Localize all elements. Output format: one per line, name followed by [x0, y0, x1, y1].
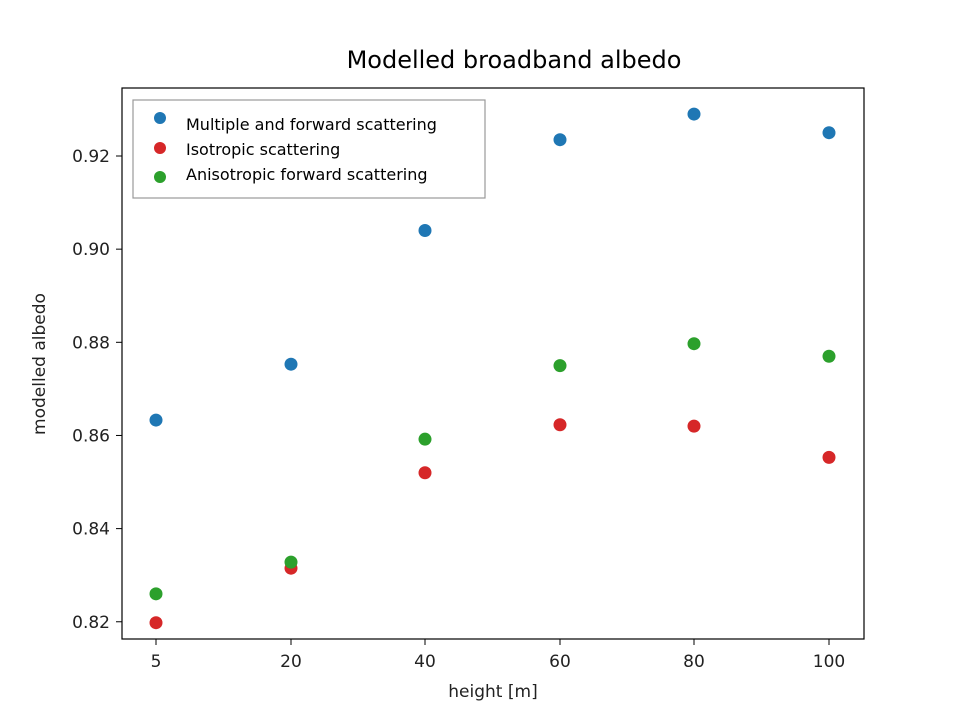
data-points: [149, 107, 836, 630]
y-tick-label: 0.88: [72, 333, 110, 353]
data-point-isotropic: [418, 466, 432, 480]
legend-box: [132, 99, 486, 199]
legend-label-isotropic: Isotropic scattering: [186, 140, 340, 159]
legend: Multiple and forward scattering Isotropi…: [132, 99, 486, 199]
legend-label-multiple-forward: Multiple and forward scattering: [186, 115, 437, 134]
x-tick-label: 40: [414, 652, 436, 672]
data-point-anisotropic-forward: [822, 349, 836, 363]
x-tick-label: 80: [683, 652, 705, 672]
legend-marker-anisotropic-forward: [154, 171, 166, 183]
data-point-isotropic: [822, 450, 836, 464]
data-point-multiple-forward: [822, 126, 836, 140]
x-axis-label: height [m]: [448, 682, 537, 702]
legend-marker-isotropic: [154, 142, 166, 154]
y-tick-label: 0.86: [72, 426, 110, 446]
data-point-multiple-forward: [418, 224, 432, 238]
data-point-anisotropic-forward: [687, 337, 701, 351]
data-point-anisotropic-forward: [284, 555, 298, 569]
y-tick-label: 0.92: [72, 147, 110, 167]
y-axis: 0.82 0.84 0.86 0.88 0.90 0.92: [72, 147, 122, 633]
data-point-isotropic: [553, 418, 567, 432]
data-point-isotropic: [687, 419, 701, 433]
x-axis: 5 20 40 60 80 100: [151, 639, 845, 672]
data-point-isotropic: [149, 616, 163, 630]
data-point-multiple-forward: [553, 133, 567, 147]
y-tick-label: 0.82: [72, 613, 110, 633]
chart-title: Modelled broadband albedo: [347, 46, 682, 74]
plot-area-frame: [121, 87, 865, 640]
legend-label-anisotropic-forward: Anisotropic forward scattering: [186, 165, 428, 184]
x-tick-label: 20: [280, 652, 302, 672]
data-point-multiple-forward: [149, 413, 163, 427]
y-tick-label: 0.90: [72, 240, 110, 260]
legend-marker-multiple-forward: [154, 112, 166, 124]
data-point-anisotropic-forward: [418, 432, 432, 446]
data-point-anisotropic-forward: [149, 587, 163, 601]
data-point-anisotropic-forward: [553, 359, 567, 373]
data-point-multiple-forward: [687, 107, 701, 121]
x-tick-label: 5: [151, 652, 162, 672]
y-tick-label: 0.84: [72, 520, 110, 540]
x-tick-label: 100: [813, 652, 845, 672]
y-axis-label: modelled albedo: [30, 293, 50, 435]
data-point-multiple-forward: [284, 357, 298, 371]
x-tick-label: 60: [549, 652, 571, 672]
